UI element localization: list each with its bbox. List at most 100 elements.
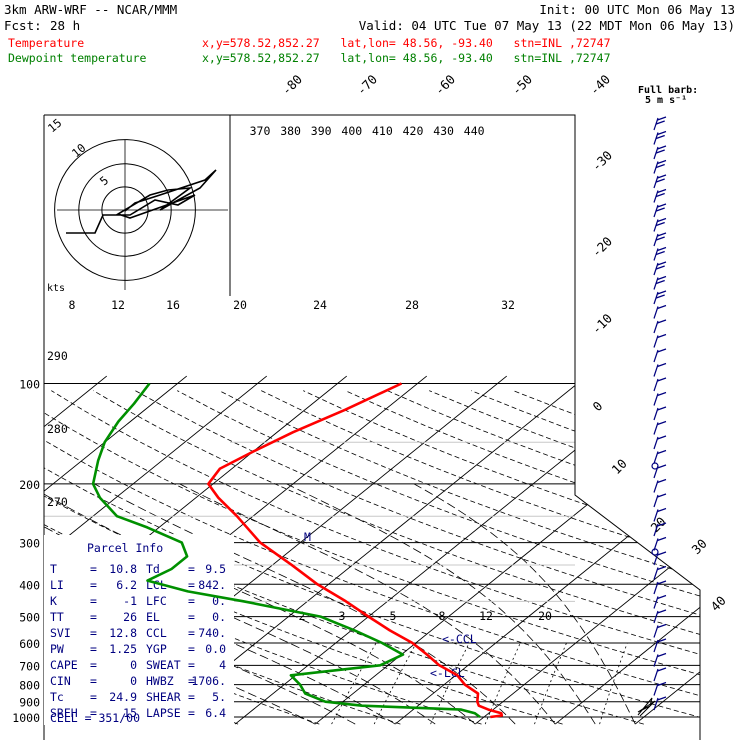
mixing-ratio-label: 12 <box>479 609 493 623</box>
wind-barb <box>653 697 659 711</box>
wind-barb <box>653 654 659 667</box>
parcel-key: SREH <box>50 706 78 720</box>
pressure-label: 100 <box>19 378 40 392</box>
mixing-ratio-label: 8 <box>439 609 446 623</box>
wind-barb-feather <box>657 406 667 411</box>
theta-label: 440 <box>464 124 485 138</box>
parcel-key: SVI <box>50 626 71 640</box>
wind-barb <box>653 451 659 464</box>
wind-barb-feather <box>657 420 667 426</box>
theta-label: 400 <box>341 124 362 138</box>
pressure-label: 400 <box>19 578 40 592</box>
wind-barb-feather <box>657 174 667 179</box>
wind-barb-feather <box>656 250 665 256</box>
wind-barb <box>653 436 659 450</box>
parcel-value: 6.2 <box>116 578 137 592</box>
wind-barb-feather <box>657 507 667 513</box>
hodo-axis-label: 8 <box>69 298 76 312</box>
parcel-cell: CELL = 351/00 <box>50 711 140 725</box>
wind-barb-feather <box>656 279 665 285</box>
wind-barb-feather <box>657 217 667 223</box>
parcel-value: 1706. <box>191 674 226 688</box>
parcel-value: -1 <box>123 594 137 608</box>
hodo-ring-label: 15 <box>45 116 65 136</box>
wind-barb-feather <box>656 221 665 227</box>
wind-barb <box>653 581 659 595</box>
wind-barb-feather <box>656 134 665 140</box>
wind-barb-feather <box>657 478 667 484</box>
svg-text:=: = <box>188 706 195 720</box>
wind-barb <box>653 625 659 638</box>
wind-barb <box>653 204 659 218</box>
ccl-marker: <-CCL <box>442 632 477 646</box>
wind-barb <box>653 349 659 363</box>
wind-barb <box>653 233 659 247</box>
isotherm-label: -70 <box>354 72 381 99</box>
hodo-unit: kts <box>47 283 65 294</box>
svg-text:=: = <box>188 674 195 688</box>
wind-barb <box>653 132 659 145</box>
wind-barb-feather <box>656 120 665 125</box>
valid-time: Valid: 04 UTC Tue 07 May 13 (22 MDT Mon … <box>359 18 735 33</box>
wind-barb-feather <box>657 449 667 455</box>
parcel-value: 0.0 <box>205 642 226 656</box>
calm-wind-marker <box>651 462 659 470</box>
wind-barb <box>653 422 659 435</box>
parcel-key: LFC <box>146 594 167 608</box>
svg-text:=: = <box>90 674 97 688</box>
wind-barb-feather <box>657 261 667 266</box>
isotherm-label: -80 <box>279 72 306 99</box>
isotherm-label: -10 <box>589 311 616 338</box>
svg-text:=: = <box>188 562 195 576</box>
wind-barb <box>653 494 659 508</box>
wind-barb <box>653 306 659 319</box>
wind-barb <box>653 552 659 566</box>
wind-barb-feather <box>657 275 667 281</box>
wind-barb <box>653 683 659 696</box>
parcel-key: CAPE <box>50 658 78 672</box>
dewpoint-profile <box>91 382 481 719</box>
wind-barb-feather <box>657 377 667 382</box>
isotherm-label: -40 <box>587 72 614 99</box>
wind-barb-feather <box>657 536 667 542</box>
wind-barb-feather <box>657 623 667 629</box>
wind-barb-feather <box>657 580 667 585</box>
mixing-ratio-label: 2 <box>299 609 306 623</box>
wind-barb-feather <box>657 667 667 672</box>
isotherm-label: 40 <box>708 593 729 614</box>
adiabat-left-label: 270 <box>47 495 68 509</box>
parcel-value: 24.9 <box>109 690 137 704</box>
wind-barb <box>653 277 659 290</box>
parcel-key: LAPSE <box>146 706 181 720</box>
svg-text:=: = <box>90 658 97 672</box>
model-title: 3km ARW-WRF -- NCAR/MMM <box>4 2 177 17</box>
parcel-key: Tc <box>50 690 64 704</box>
theta-label: 390 <box>311 124 332 138</box>
hodo-axis-label: 16 <box>166 298 180 312</box>
wind-barb-feather <box>656 178 665 183</box>
theta-label: 380 <box>280 124 301 138</box>
svg-text:=: = <box>90 690 97 704</box>
wind-barb <box>653 378 659 392</box>
hodo-axis-label: 12 <box>111 298 125 312</box>
parcel-value: 6.4 <box>205 706 226 720</box>
hodo-axis-label: 24 <box>313 298 327 312</box>
barb-key-title: Full barb: <box>638 85 698 96</box>
surface-barb <box>637 697 656 717</box>
svg-text:=: = <box>188 594 195 608</box>
wind-barb <box>653 335 659 348</box>
isotherm-label: 10 <box>609 456 630 477</box>
wind-barb <box>653 219 659 232</box>
pressure-label: 800 <box>19 679 40 693</box>
temperature-profile <box>207 382 504 719</box>
isotherm-label: 30 <box>689 536 710 557</box>
svg-text:=: = <box>188 610 195 624</box>
wind-barb <box>653 407 659 421</box>
parcel-key: LI <box>50 578 64 592</box>
svg-text:=: = <box>90 706 97 720</box>
parcel-value: 26 <box>123 610 137 624</box>
legend-temperature-info: x,y=578.52,852.27 lat,lon= 48.56, -93.40… <box>202 36 611 50</box>
wind-barb-feather <box>656 207 665 212</box>
parcel-value: 15 <box>123 706 137 720</box>
